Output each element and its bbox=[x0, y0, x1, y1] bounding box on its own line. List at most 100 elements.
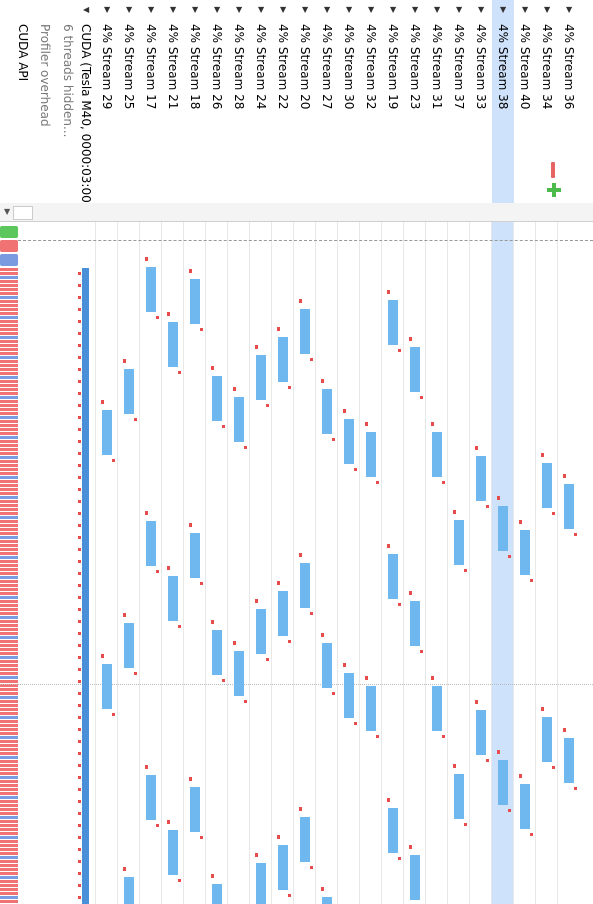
api-call-block[interactable] bbox=[0, 328, 18, 331]
memcpy-marker[interactable] bbox=[519, 774, 522, 778]
api-call-block[interactable] bbox=[0, 356, 18, 359]
memcpy-marker[interactable] bbox=[519, 520, 522, 524]
api-call-block[interactable] bbox=[0, 296, 18, 299]
memcpy-marker[interactable] bbox=[321, 887, 324, 891]
api-call-block[interactable] bbox=[0, 564, 18, 567]
api-call-block[interactable] bbox=[0, 416, 18, 419]
expand-arrow-icon[interactable]: ▶ bbox=[213, 6, 222, 14]
memcpy-marker[interactable] bbox=[442, 735, 445, 738]
api-call-block[interactable] bbox=[0, 532, 18, 535]
kernel-bar[interactable] bbox=[256, 609, 266, 654]
kernel-bar[interactable] bbox=[212, 884, 222, 904]
kernel-bar[interactable] bbox=[124, 877, 134, 904]
expand-arrow-icon[interactable]: ▶ bbox=[433, 6, 442, 14]
api-call-block[interactable] bbox=[0, 460, 18, 463]
api-call-block[interactable] bbox=[0, 600, 18, 603]
api-call-block[interactable] bbox=[0, 544, 18, 547]
kernel-bar[interactable] bbox=[520, 784, 530, 829]
api-call-block[interactable] bbox=[0, 792, 18, 795]
kernel-bar[interactable] bbox=[432, 686, 442, 731]
memcpy-marker[interactable] bbox=[178, 879, 181, 882]
api-call-block[interactable] bbox=[0, 868, 18, 871]
api-call-block[interactable] bbox=[0, 856, 18, 859]
api-call-block[interactable] bbox=[0, 900, 18, 903]
api-call-block[interactable] bbox=[0, 672, 18, 675]
memcpy-marker[interactable] bbox=[310, 358, 313, 361]
memcpy-marker[interactable] bbox=[211, 366, 214, 370]
api-call-block[interactable] bbox=[0, 444, 18, 447]
memcpy-marker[interactable] bbox=[420, 396, 423, 399]
api-call-block[interactable] bbox=[0, 612, 18, 615]
api-call-block[interactable] bbox=[0, 760, 18, 763]
api-call-block[interactable] bbox=[0, 632, 18, 635]
memcpy-marker[interactable] bbox=[134, 418, 137, 421]
row-stream-25[interactable]: ▶ 4% Stream 25 bbox=[118, 0, 140, 203]
api-call-block[interactable] bbox=[0, 344, 18, 347]
kernel-bar[interactable] bbox=[432, 432, 442, 477]
api-call-block[interactable] bbox=[0, 540, 18, 543]
row-stream-38[interactable]: ▶ 4% Stream 38 bbox=[492, 0, 514, 203]
api-call-block[interactable] bbox=[0, 808, 18, 811]
minus-icon[interactable] bbox=[551, 162, 555, 178]
memcpy-marker[interactable] bbox=[167, 566, 170, 570]
memcpy-marker[interactable] bbox=[431, 422, 434, 426]
expand-arrow-icon[interactable]: ▶ bbox=[455, 6, 464, 14]
expand-arrow-icon[interactable]: ▶ bbox=[477, 6, 486, 14]
api-call-block[interactable] bbox=[0, 756, 18, 759]
api-call-block[interactable] bbox=[0, 496, 18, 499]
api-call-block[interactable] bbox=[0, 472, 18, 475]
api-call-block[interactable] bbox=[0, 716, 18, 719]
memcpy-marker[interactable] bbox=[222, 679, 225, 682]
api-call-block[interactable] bbox=[0, 660, 18, 663]
memcpy-marker[interactable] bbox=[376, 481, 379, 484]
memcpy-marker[interactable] bbox=[563, 728, 566, 732]
memcpy-marker[interactable] bbox=[233, 641, 236, 645]
api-call-block[interactable] bbox=[0, 688, 18, 691]
api-call-block[interactable] bbox=[0, 860, 18, 863]
api-call-block[interactable] bbox=[0, 272, 18, 275]
api-call-block[interactable] bbox=[0, 780, 18, 783]
api-call-block[interactable] bbox=[0, 700, 18, 703]
api-call-block[interactable] bbox=[0, 332, 18, 335]
kernel-bar[interactable] bbox=[278, 337, 288, 382]
memcpy-marker[interactable] bbox=[453, 764, 456, 768]
memcpy-marker[interactable] bbox=[552, 766, 555, 769]
kernel-bar[interactable] bbox=[300, 563, 310, 608]
row-stream-22[interactable]: ▶ 4% Stream 22 bbox=[272, 0, 294, 203]
memcpy-marker[interactable] bbox=[266, 404, 269, 407]
kernel-bar[interactable] bbox=[564, 738, 574, 783]
api-call-block[interactable] bbox=[0, 804, 18, 807]
memcpy-marker[interactable] bbox=[464, 823, 467, 826]
api-call-block[interactable] bbox=[0, 476, 18, 479]
api-call-block[interactable] bbox=[0, 226, 18, 238]
api-call-block[interactable] bbox=[0, 836, 18, 839]
memcpy-marker[interactable] bbox=[365, 422, 368, 426]
kernel-bar[interactable] bbox=[344, 673, 354, 718]
api-call-block[interactable] bbox=[0, 448, 18, 451]
api-call-block[interactable] bbox=[0, 764, 18, 767]
api-call-block[interactable] bbox=[0, 316, 18, 319]
kernel-bar[interactable] bbox=[410, 601, 420, 646]
memcpy-marker[interactable] bbox=[563, 474, 566, 478]
row-stream-17[interactable]: ▶ 4% Stream 17 bbox=[140, 0, 162, 203]
memcpy-marker[interactable] bbox=[475, 446, 478, 450]
api-call-block[interactable] bbox=[0, 324, 18, 327]
expand-arrow-icon[interactable]: ▶ bbox=[191, 6, 200, 14]
api-call-block[interactable] bbox=[0, 432, 18, 435]
kernel-bar[interactable] bbox=[388, 554, 398, 599]
memcpy-marker[interactable] bbox=[420, 650, 423, 653]
api-call-block[interactable] bbox=[0, 352, 18, 355]
memcpy-marker[interactable] bbox=[387, 290, 390, 294]
api-call-block[interactable] bbox=[0, 636, 18, 639]
memcpy-marker[interactable] bbox=[200, 328, 203, 331]
api-call-block[interactable] bbox=[0, 696, 18, 699]
api-call-block[interactable] bbox=[0, 652, 18, 655]
api-call-block[interactable] bbox=[0, 812, 18, 815]
api-call-block[interactable] bbox=[0, 736, 18, 739]
api-call-block[interactable] bbox=[0, 864, 18, 867]
api-call-block[interactable] bbox=[0, 704, 18, 707]
memcpy-marker[interactable] bbox=[288, 386, 291, 389]
api-call-block[interactable] bbox=[0, 744, 18, 747]
kernel-bar[interactable] bbox=[410, 855, 420, 900]
row-stream-24[interactable]: ▶ 4% Stream 24 bbox=[250, 0, 272, 203]
